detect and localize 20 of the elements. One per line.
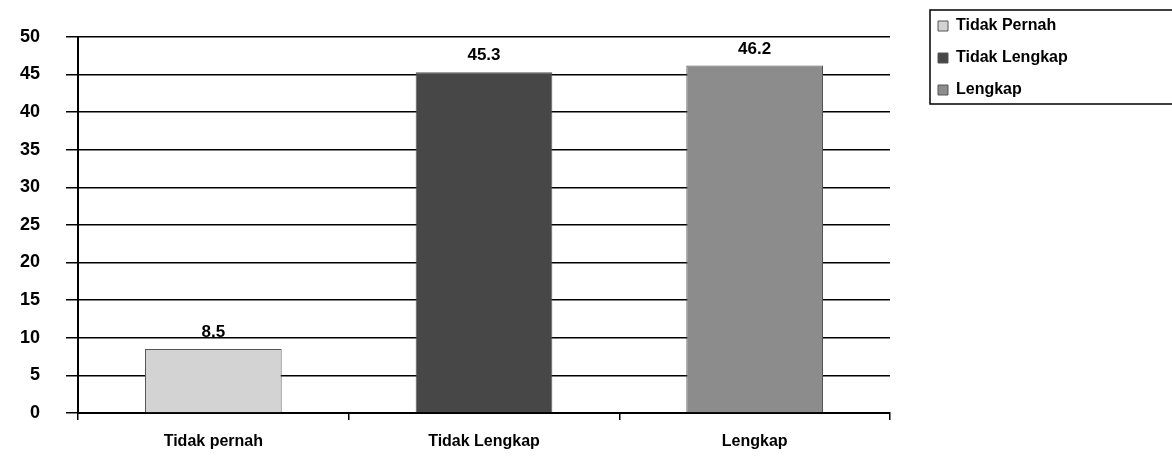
legend-label: Lengkap [956, 80, 1023, 98]
y-tick-label: 15 [19, 289, 40, 310]
data-label: 46.2 [738, 38, 772, 58]
y-tick-label: 20 [19, 251, 40, 272]
y-tick-label: 25 [19, 213, 40, 234]
y-tick-label: 35 [19, 138, 40, 159]
y-tick-label: 0 [29, 401, 40, 422]
x-tick-label: Lengkap [721, 432, 788, 450]
x-tick-label: Tidak Lengkap [428, 432, 541, 450]
y-tick-label: 30 [19, 176, 40, 197]
data-label: 8.5 [201, 322, 226, 342]
x-tick-label: Tidak pernah [163, 432, 263, 450]
y-tick-label: 50 [19, 25, 40, 46]
legend-label: Tidak Pernah [956, 16, 1057, 34]
data-label: 45.3 [467, 45, 501, 65]
y-tick-label: 45 [19, 63, 40, 84]
y-tick-label: 5 [29, 364, 40, 385]
y-tick-label: 10 [19, 326, 40, 347]
y-tick-label: 40 [19, 101, 40, 122]
legend-label: Tidak Lengkap [956, 48, 1068, 66]
